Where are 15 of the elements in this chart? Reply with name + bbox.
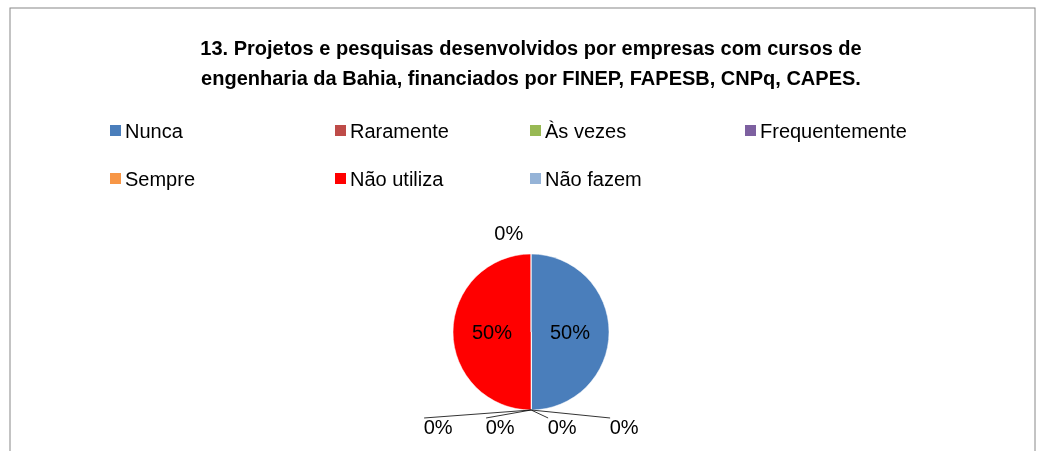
legend-label: Às vezes — [545, 120, 627, 142]
text: 0% — [547, 416, 577, 438]
text: 0% — [609, 416, 639, 438]
text: 0% — [494, 222, 524, 244]
legend-label: Nunca — [125, 120, 184, 142]
legend-label: Frequentemente — [760, 120, 907, 142]
legend-label: Não utiliza — [350, 168, 445, 190]
legend-label: Raramente — [350, 120, 449, 142]
legend-label: Não fazem — [545, 168, 642, 190]
legend-label: Sempre — [125, 168, 196, 190]
chart-title: 13. Projetos e pesquisas desenvolvidos por empresas com cursos de engenharia da Bahia, financiados por FINEP, FAPESB, CNPq, CAPES. — [200, 37, 862, 89]
data-label: 50% — [549, 321, 591, 343]
data-label: 50% — [471, 321, 513, 343]
text: 0% — [485, 416, 515, 438]
text: 0% — [423, 416, 453, 438]
